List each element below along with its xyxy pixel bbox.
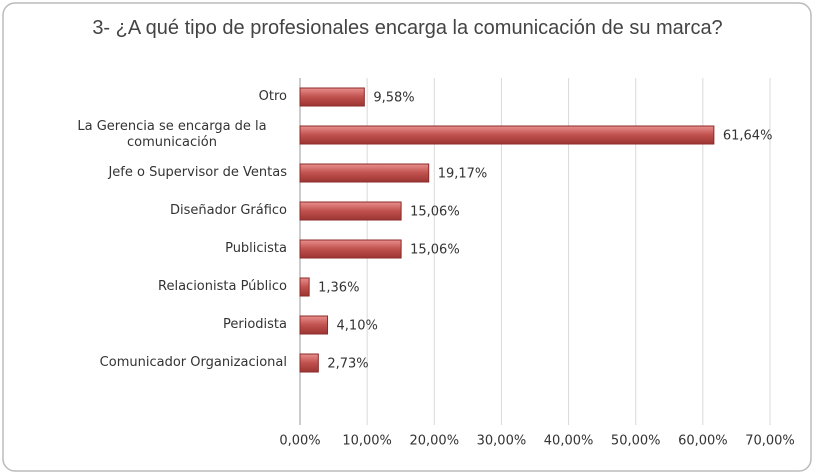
value-label: 15,06% — [410, 205, 460, 220]
y-tick-label: La Gerencia se encarga de la comunicació… — [77, 119, 267, 150]
value-label: 4,10% — [337, 319, 378, 334]
value-label: 9,58% — [373, 91, 414, 106]
y-tick-label: Jefe o Supervisor de Ventas — [108, 165, 287, 180]
bar — [299, 87, 365, 107]
x-tick-label: 0,00% — [279, 434, 320, 449]
y-tick-label: Publicista — [225, 241, 287, 256]
value-label: 19,17% — [438, 167, 488, 182]
bar — [299, 125, 715, 145]
y-tick-label: Otro — [258, 89, 287, 104]
value-label: 61,64% — [723, 129, 773, 144]
bar — [299, 353, 319, 373]
bar — [299, 277, 310, 297]
x-tick-label: 50,00% — [611, 434, 661, 449]
value-label: 2,73% — [327, 357, 368, 372]
x-tick-label: 10,00% — [342, 434, 392, 449]
bar — [299, 163, 430, 183]
y-tick-label: Comunicador Organizacional — [99, 355, 287, 370]
y-tick-label: Relacionista Público — [158, 279, 287, 294]
x-tick-label: 40,00% — [544, 434, 594, 449]
bar — [299, 201, 402, 221]
x-tick-label: 60,00% — [678, 434, 728, 449]
x-tick-label: 70,00% — [745, 434, 795, 449]
y-tick-label: Periodista — [223, 317, 287, 332]
chart-title: 3- ¿A qué tipo de profesionales encarga … — [92, 17, 723, 39]
value-label: 15,06% — [410, 243, 460, 258]
x-tick-label: 30,00% — [477, 434, 527, 449]
y-tick-label: Diseñador Gráfico — [170, 203, 287, 218]
bar — [299, 239, 402, 259]
x-tick-label: 20,00% — [409, 434, 459, 449]
value-label: 1,36% — [318, 281, 359, 296]
bar — [299, 315, 329, 335]
